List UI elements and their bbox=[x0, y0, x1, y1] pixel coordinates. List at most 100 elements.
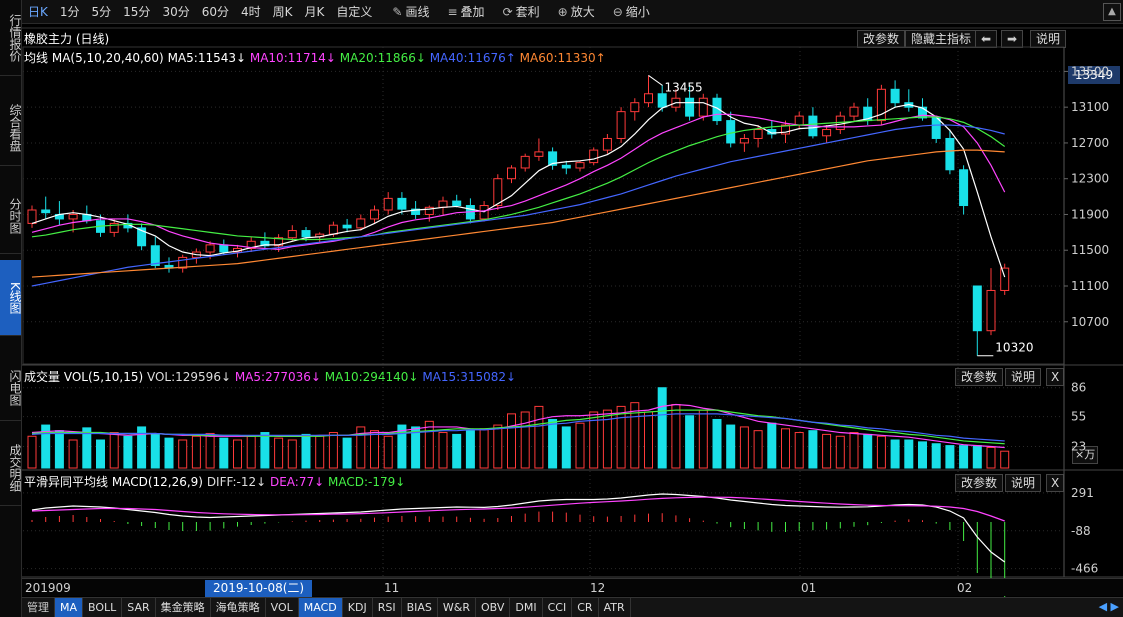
candle-body bbox=[465, 205, 475, 220]
candle-body bbox=[178, 256, 188, 269]
indicator-tab-rsi[interactable]: RSI bbox=[373, 598, 402, 617]
indicator-tab-macd[interactable]: MACD bbox=[298, 598, 343, 617]
hedge-button[interactable]: ⟳ 套利 bbox=[497, 1, 546, 23]
period-option-8[interactable]: 月K bbox=[304, 4, 325, 19]
candle-body bbox=[794, 115, 804, 126]
candle-body bbox=[507, 167, 516, 180]
shift-right-button[interactable]: ➡ bbox=[1001, 30, 1024, 48]
stack-icon: ≡ bbox=[447, 4, 458, 19]
candle-body bbox=[274, 237, 284, 247]
sidebar-item-4[interactable]: 闪电图 bbox=[0, 355, 22, 421]
candle-body bbox=[959, 169, 969, 207]
main-help-button[interactable]: 说明 bbox=[1030, 30, 1067, 48]
candle-body bbox=[616, 111, 626, 139]
zoom-out-button[interactable]: ⊖ 缩小 bbox=[607, 1, 656, 23]
period-option-7[interactable]: 周K bbox=[272, 4, 293, 19]
volume-params-button[interactable]: 改参数 bbox=[955, 368, 1004, 386]
indicator-tab-wr[interactable]: W&R bbox=[438, 598, 476, 617]
candle-body bbox=[41, 209, 51, 214]
zoom-in-button[interactable]: ⊕ 放大 bbox=[552, 1, 601, 23]
period-toolbar: 日K 1分 5分 15分 30分 60分 4时 周K 月K 自定义 ✎ 画线 ≡ 叠加 ⟳ 套利 ⊕ 放大 ⊖ 缩小… bbox=[22, 0, 1123, 24]
candle-body bbox=[233, 247, 242, 253]
ma-line-ma40 bbox=[31, 124, 1005, 287]
candle-body bbox=[82, 213, 92, 222]
macd-dea-line bbox=[31, 496, 1005, 522]
volume-bar bbox=[109, 432, 119, 469]
volume-bar bbox=[534, 405, 544, 469]
macd-params: MACD(12,26,9) bbox=[111, 475, 203, 489]
indicator-tab-vol[interactable]: VOL bbox=[266, 598, 299, 617]
indicator-tab-cci[interactable]: CCI bbox=[543, 598, 573, 617]
period-option-3[interactable]: 15分 bbox=[123, 4, 151, 19]
candle-body bbox=[424, 206, 434, 215]
macd-close-button[interactable]: X bbox=[1046, 474, 1065, 492]
macd-diff-line bbox=[31, 493, 1006, 563]
period-option-1[interactable]: 1分 bbox=[59, 4, 80, 19]
price-tick-label: 13100 bbox=[1071, 100, 1109, 114]
hide-main-indicator-button[interactable]: 隐藏主指标 bbox=[905, 30, 978, 48]
candle-body bbox=[493, 178, 503, 207]
candle-body bbox=[123, 222, 133, 229]
candle-body bbox=[219, 244, 229, 253]
period-daily[interactable]: 日K bbox=[28, 4, 48, 19]
main-params-button[interactable]: 改参数 bbox=[857, 30, 906, 48]
volume-close-button[interactable]: X bbox=[1046, 368, 1065, 386]
vol-value-3: MA15:315082↓ bbox=[418, 370, 517, 384]
candle-body bbox=[849, 106, 859, 117]
period-option-4[interactable]: 30分 bbox=[162, 4, 190, 19]
stack-button[interactable]: ≡ 叠加 bbox=[441, 1, 490, 23]
indicator-tab-ma[interactable]: MA bbox=[55, 598, 84, 617]
sidebar-item-3[interactable]: K线图 bbox=[0, 260, 22, 336]
collapse-toolbar-button[interactable]: ▲ bbox=[1103, 3, 1121, 21]
volume-bar bbox=[1000, 450, 1010, 469]
indicator-tab-bias[interactable]: BIAS bbox=[402, 598, 438, 617]
indicator-tab-boll[interactable]: BOLL bbox=[83, 598, 123, 617]
volume-ma-ma15 bbox=[31, 413, 1005, 442]
volume-ma-ma5 bbox=[31, 403, 1005, 449]
indicator-tab-集金策略[interactable]: 集金策略 bbox=[156, 598, 211, 617]
pencil-button[interactable]: ✎ 画线 bbox=[386, 1, 435, 23]
sidebar-item-5[interactable]: 成交明细 bbox=[0, 430, 22, 506]
volume-ma-ma10 bbox=[31, 409, 1005, 445]
low-price-label: 10320 bbox=[995, 341, 1033, 355]
period-option-5[interactable]: 60分 bbox=[201, 4, 229, 19]
shift-left-button[interactable]: ⬅ bbox=[975, 30, 998, 48]
sidebar-item-0[interactable]: 行情报价 bbox=[0, 0, 22, 76]
indicator-tab-管理[interactable]: 管理 bbox=[22, 598, 55, 617]
macd-params-button[interactable]: 改参数 bbox=[955, 474, 1004, 492]
candle-body bbox=[767, 129, 777, 135]
high-pointer bbox=[648, 75, 663, 86]
indicator-tab-kdj[interactable]: KDJ bbox=[343, 598, 373, 617]
sidebar-item-2[interactable]: 分时图 bbox=[0, 178, 22, 254]
macd-help-button[interactable]: 说明 bbox=[1005, 474, 1042, 492]
volume-unit-button[interactable]: ×万 bbox=[1072, 446, 1099, 464]
volume-legend: 成交量 VOL(5,10,15) VOL:129596↓ MA5:277036↓… bbox=[24, 368, 516, 385]
volume-bar bbox=[561, 426, 571, 469]
candle-body bbox=[287, 230, 297, 239]
indicator-tab-cr[interactable]: CR bbox=[572, 598, 599, 617]
tab-scroll-arrows[interactable]: ◀ ▶ bbox=[1098, 600, 1119, 613]
volume-bar bbox=[370, 430, 379, 469]
volume-bar bbox=[383, 435, 393, 469]
period-option-6[interactable]: 4时 bbox=[241, 4, 261, 19]
volume-help-button[interactable]: 说明 bbox=[1005, 368, 1042, 386]
indicator-tab-sar[interactable]: SAR bbox=[122, 598, 156, 617]
indicator-tab-atr[interactable]: ATR bbox=[599, 598, 631, 617]
volume-bar bbox=[794, 432, 804, 469]
volume-bar bbox=[698, 409, 708, 469]
indicator-tab-obv[interactable]: OBV bbox=[476, 598, 511, 617]
sidebar-item-1[interactable]: 综合看盘 bbox=[0, 90, 22, 166]
candle-body bbox=[863, 106, 873, 122]
period-option-9[interactable]: 自定义 bbox=[336, 4, 373, 19]
indicator-tab-海龟策略[interactable]: 海龟策略 bbox=[211, 598, 266, 617]
macd-legend: 平滑异同平均线 MACD(12,26,9) DIFF:-12↓ DEA:77↓ … bbox=[24, 473, 405, 490]
volume-bar bbox=[822, 433, 832, 469]
volume-bar bbox=[82, 427, 92, 469]
volume-bar bbox=[918, 441, 927, 469]
candle-body bbox=[548, 151, 558, 166]
vol-value-1: MA5:277036↓ bbox=[231, 370, 321, 384]
ma-value-1: MA10:11714↓ bbox=[246, 51, 336, 65]
indicator-tab-dmi[interactable]: DMI bbox=[510, 598, 543, 617]
ma-value-0: MA5:11543↓ bbox=[167, 51, 247, 65]
period-option-2[interactable]: 5分 bbox=[91, 4, 112, 19]
